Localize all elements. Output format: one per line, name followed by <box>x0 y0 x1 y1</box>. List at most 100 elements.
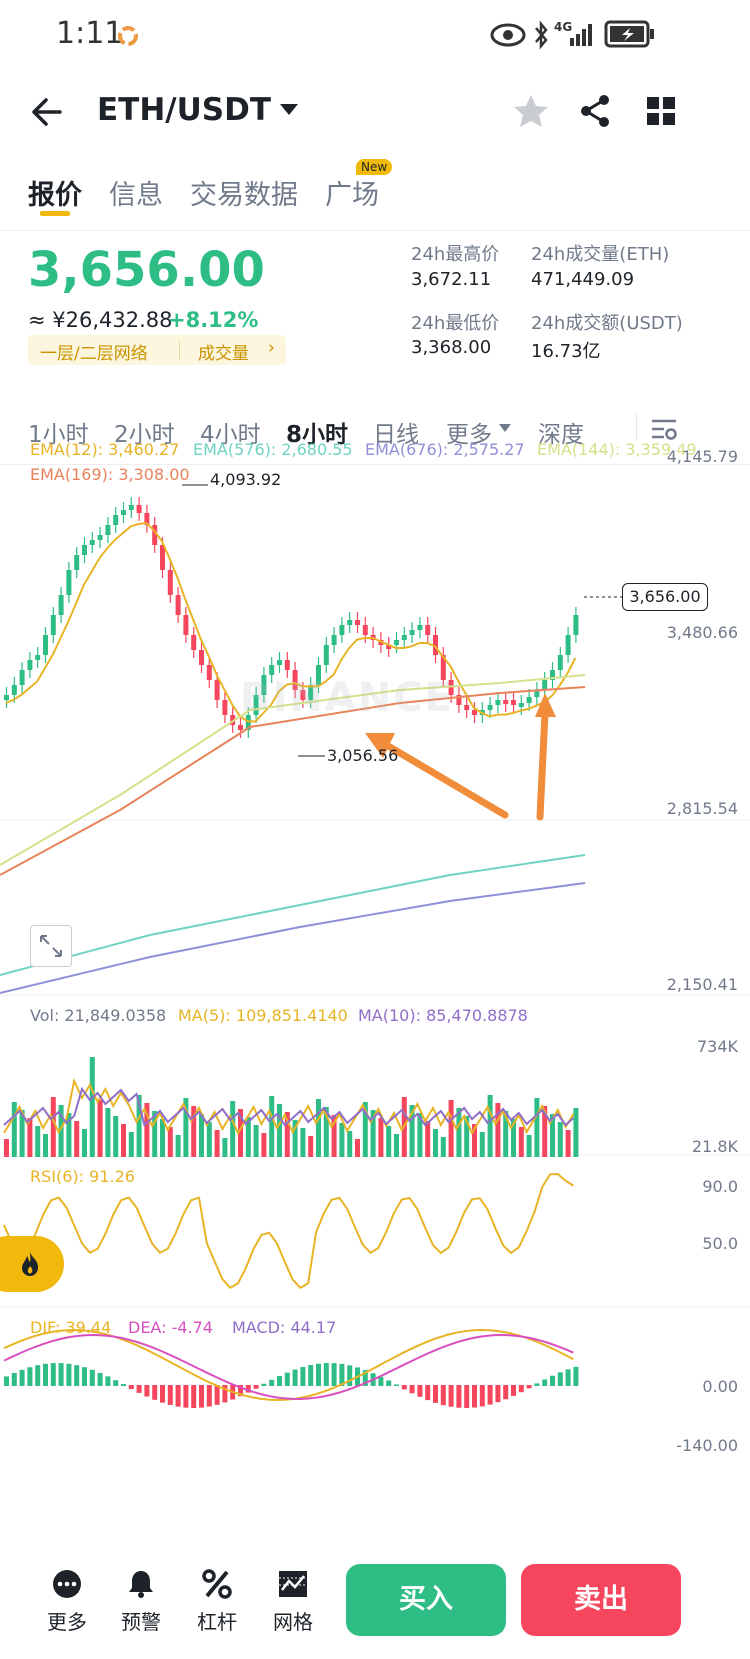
tab-quote[interactable]: 报价 <box>28 180 82 211</box>
legend-main-item-1: EMA(576): 2,680.55 <box>193 440 353 459</box>
volume-bar <box>300 1128 306 1157</box>
macd-bar <box>573 1366 579 1386</box>
ema169-line <box>0 686 586 876</box>
ema676-line <box>0 882 586 994</box>
annotation-arrowhead-1 <box>365 733 395 758</box>
bottom-alert[interactable]: 预警 <box>106 1568 176 1635</box>
interval-8h[interactable]: 8小时 <box>286 422 349 448</box>
macd-bar <box>386 1380 392 1386</box>
candle-body <box>230 715 236 725</box>
candle-body <box>269 665 275 675</box>
candle-body <box>4 695 9 700</box>
volume-bar <box>230 1101 236 1157</box>
volume-bar <box>253 1125 259 1157</box>
floating-hot-button[interactable] <box>0 1236 64 1292</box>
macd-bar <box>43 1363 48 1386</box>
candle-body <box>433 635 438 655</box>
macd-bar <box>394 1384 399 1386</box>
interval-bar: 1小时 2小时 4小时 8小时 日线 更多 深度 <box>0 395 750 465</box>
ema576-line <box>0 854 586 976</box>
volume-bar <box>152 1111 158 1157</box>
fullscreen-button[interactable] <box>30 925 72 967</box>
tab-trading-data[interactable]: 交易数据 <box>190 180 298 211</box>
candle-body <box>261 675 267 695</box>
kline-chart[interactable]: EMA(12): 3,460.27 EMA(576): 2,680.55 EMA(6… <box>0 440 750 1545</box>
macd-bar <box>97 1372 103 1386</box>
candle-body <box>66 570 72 595</box>
candle-body <box>550 670 555 680</box>
back-arrow-icon[interactable] <box>30 94 66 130</box>
volume-bar <box>456 1108 462 1157</box>
legend-main-item-3: EMA(144): 3,359.49 <box>537 440 697 459</box>
candle-body <box>245 715 251 730</box>
candle-body <box>542 680 548 690</box>
macd-bar <box>152 1385 158 1400</box>
bottom-margin[interactable]: 杠杆 <box>182 1568 252 1635</box>
volume-bar <box>19 1110 25 1157</box>
stat-vol-value: 471,449.09 <box>531 269 635 290</box>
chart-settings-icon[interactable] <box>650 417 678 443</box>
macd-bar <box>503 1385 509 1400</box>
macd-bar <box>121 1384 126 1386</box>
new-badge: New <box>356 159 393 175</box>
candle-body <box>11 685 17 695</box>
candle-body <box>50 615 56 635</box>
candle-body <box>175 595 181 615</box>
interval-day[interactable]: 日线 <box>373 422 419 448</box>
pair-dropdown-icon[interactable] <box>278 102 300 118</box>
legend-vol-item-0: Vol: 21,849.0358 <box>30 1006 167 1025</box>
sell-button[interactable]: 卖出 <box>521 1564 681 1636</box>
volume-bar <box>511 1119 516 1157</box>
macd-bar <box>557 1372 563 1386</box>
buy-button[interactable]: 买入 <box>346 1564 506 1636</box>
pair-title[interactable]: ETH/USDT <box>97 92 271 128</box>
volume-bar <box>128 1132 134 1157</box>
share-icon[interactable] <box>578 94 612 128</box>
interval-4h[interactable]: 4小时 <box>200 422 261 448</box>
volume-bar <box>105 1108 111 1157</box>
candle-body <box>191 635 197 650</box>
tag-volume[interactable]: 成交量 <box>198 344 249 364</box>
macd-bar <box>245 1385 251 1393</box>
volume-bar <box>82 1129 87 1157</box>
macd-bar <box>339 1363 345 1386</box>
macd-bar <box>479 1385 485 1407</box>
tag-layer-network[interactable]: 一层/二层网络 <box>40 344 148 364</box>
volume-bar <box>362 1102 368 1157</box>
macd-bar <box>401 1385 407 1390</box>
candle-body <box>331 635 337 645</box>
interval-1h[interactable]: 1小时 <box>28 422 89 448</box>
price-cny: ≈ ¥26,432.88 <box>28 308 173 332</box>
interval-more[interactable]: 更多 <box>446 422 492 448</box>
candle-body <box>144 513 150 525</box>
volume-bar <box>526 1135 532 1157</box>
favorite-star-icon[interactable] <box>512 92 550 130</box>
last-price: 3,656.00 <box>28 242 265 298</box>
candle-body <box>277 660 282 665</box>
macd-bar <box>433 1385 438 1403</box>
watermark: BINANCE <box>240 675 454 721</box>
annotation-arrow-2 <box>536 709 549 821</box>
candle-body <box>347 620 353 625</box>
interval-2h[interactable]: 2小时 <box>114 422 175 448</box>
bottom-grid[interactable]: 网格 <box>258 1568 328 1635</box>
macd-bar <box>292 1369 298 1386</box>
tab-info[interactable]: 信息 <box>109 180 163 211</box>
macd-bar <box>526 1385 532 1389</box>
bluetooth-icon <box>535 20 548 50</box>
macd-bar <box>417 1385 423 1397</box>
candle-body <box>557 655 563 670</box>
macd-bar <box>50 1363 56 1386</box>
macd-bar <box>253 1385 259 1389</box>
macd-bar <box>495 1385 501 1403</box>
bell-icon <box>129 1571 153 1598</box>
volume-bar <box>74 1121 80 1157</box>
macd-bar <box>347 1365 353 1386</box>
bottom-more[interactable]: 更多 <box>32 1568 102 1635</box>
volume-bar <box>284 1112 290 1157</box>
tab-square[interactable]: 广场 <box>325 180 379 211</box>
layout-grid-icon[interactable] <box>646 96 676 126</box>
interval-depth[interactable]: 深度 <box>538 422 584 448</box>
volume-bar <box>323 1107 329 1157</box>
tag-row: 一层/二层网络 成交量 › <box>28 335 286 365</box>
